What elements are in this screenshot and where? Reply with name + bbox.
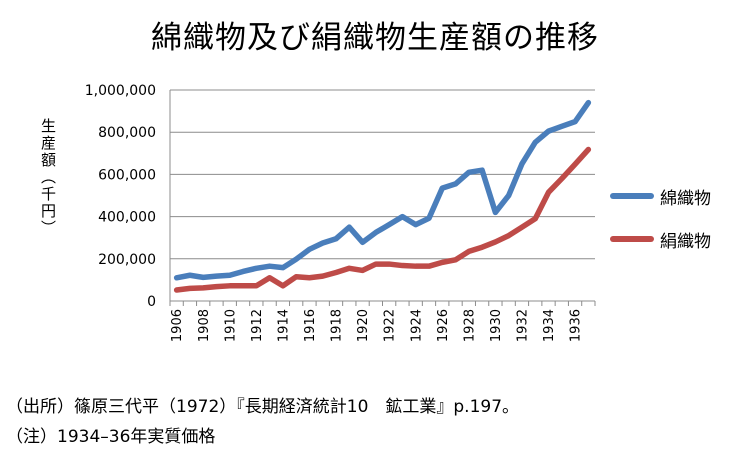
y-axis-label: 生産額（千円） bbox=[39, 118, 57, 237]
series-line-cotton bbox=[173, 99, 592, 281]
chart-legend: 綿織物 絹織物 bbox=[610, 186, 711, 272]
x-tick-label: 1930 bbox=[489, 309, 504, 342]
x-tick-label: 1926 bbox=[436, 309, 451, 342]
legend-item-cotton: 綿織物 bbox=[610, 186, 711, 209]
source-note: （出所）篠原三代平（1972）『長期経済統計10 鉱工業』p.197。 bbox=[6, 397, 520, 417]
x-tick-label: 1914 bbox=[276, 309, 291, 342]
x-tick-label: 1924 bbox=[409, 309, 424, 342]
legend-item-silk: 絹織物 bbox=[610, 229, 711, 252]
x-tick-label: 1928 bbox=[462, 309, 477, 342]
legend-label-cotton: 綿織物 bbox=[660, 188, 711, 209]
x-tick-label: 1936 bbox=[569, 309, 584, 342]
legend-label-silk: 絹織物 bbox=[660, 231, 711, 252]
series-line-silk bbox=[173, 146, 592, 293]
legend-swatch-cotton bbox=[610, 193, 654, 199]
y-tick-label: 200,000 bbox=[98, 252, 156, 268]
y-tick-label: 0 bbox=[147, 294, 156, 310]
x-tick-label: 1922 bbox=[383, 309, 398, 342]
chart-title: 綿織物及び絹織物生産額の推移 bbox=[151, 20, 599, 56]
x-tick-label: 1918 bbox=[330, 309, 345, 342]
x-tick-label: 1906 bbox=[170, 309, 185, 342]
y-tick-label: 800,000 bbox=[98, 125, 156, 141]
x-tick-label: 1934 bbox=[542, 309, 557, 342]
x-tick-label: 1910 bbox=[223, 309, 238, 342]
line-chart: 0 200,000 400,000 600,000 800,000 1,000,000 19… bbox=[85, 83, 596, 342]
y-tick-label: 1,000,000 bbox=[85, 83, 156, 99]
x-tick-label: 1932 bbox=[516, 309, 531, 342]
y-tick-label: 600,000 bbox=[98, 167, 156, 183]
y-tick-label: 400,000 bbox=[98, 210, 156, 226]
x-tick-label: 1920 bbox=[356, 309, 371, 342]
footnote: （注）1934–36年実質価格 bbox=[6, 427, 216, 447]
x-tick-label: 1912 bbox=[250, 309, 265, 342]
x-tick-label: 1908 bbox=[197, 309, 212, 342]
x-tick-label: 1916 bbox=[303, 309, 318, 342]
legend-swatch-silk bbox=[610, 236, 654, 242]
